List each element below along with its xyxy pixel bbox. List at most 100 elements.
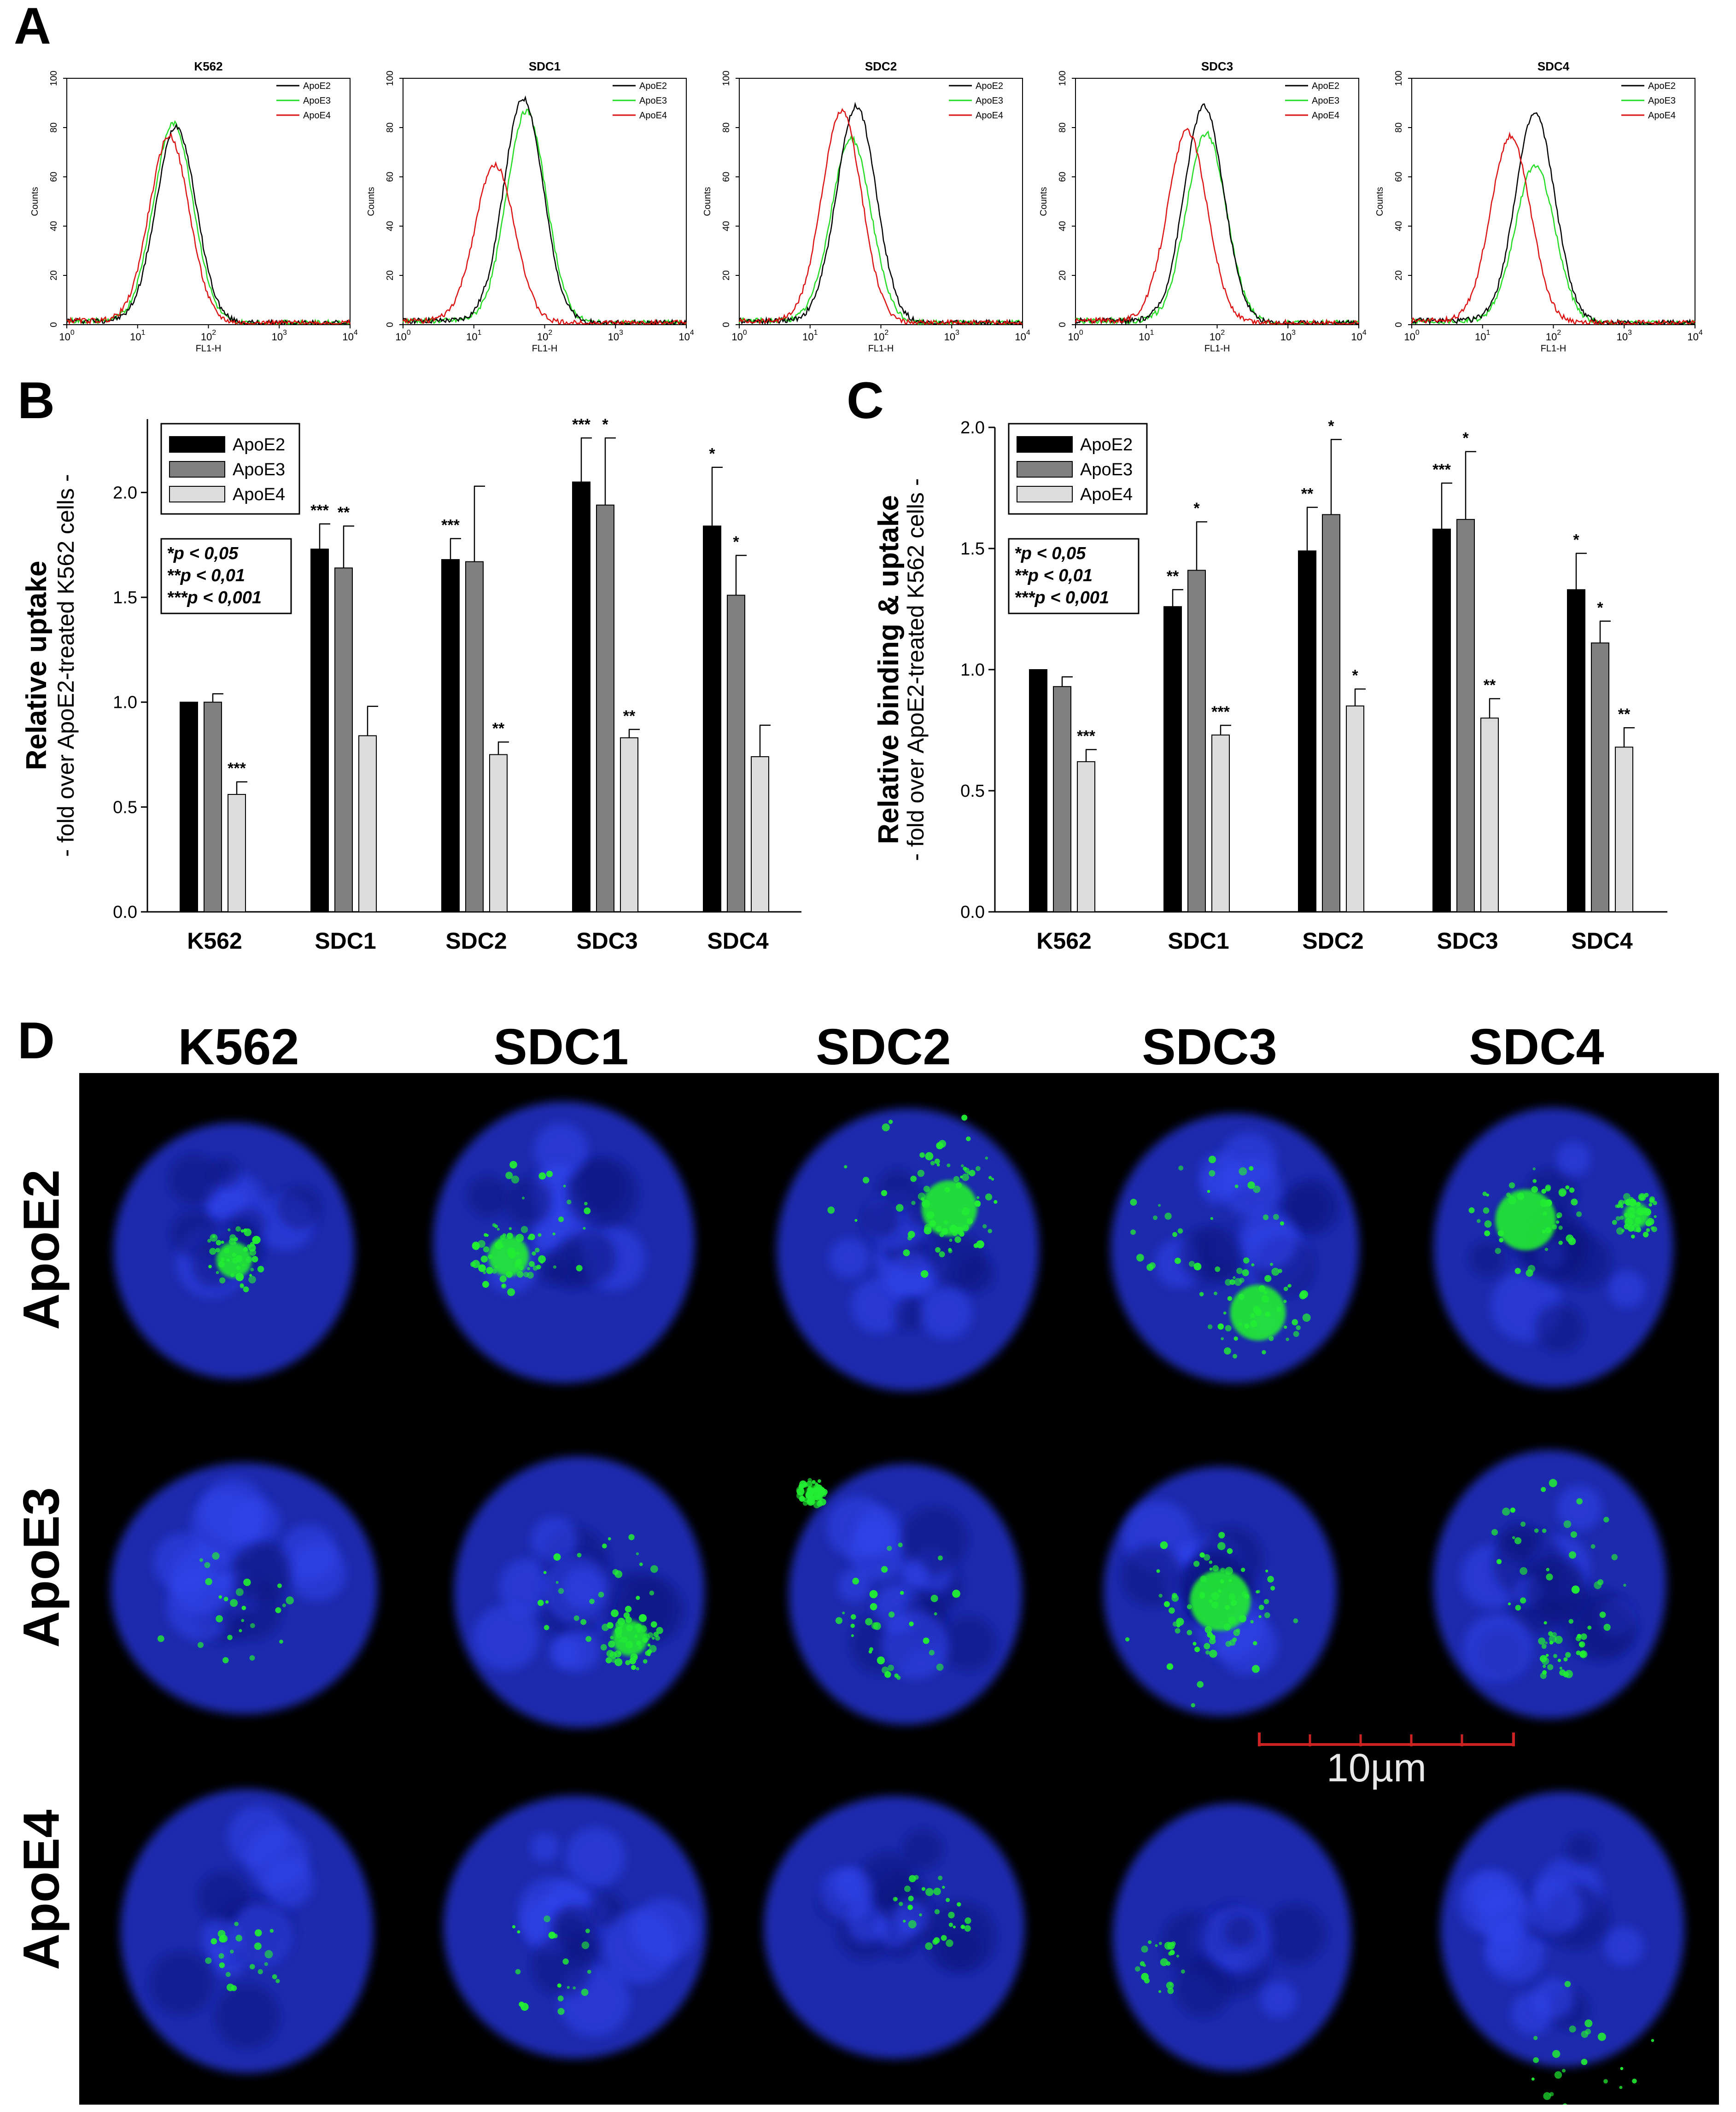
- apoe-label-dot: [1624, 1224, 1630, 1230]
- apoe-label-dot: [638, 1614, 647, 1622]
- apoe-label-dot: [1565, 1185, 1570, 1190]
- apoe-label-dot: [1178, 1165, 1184, 1171]
- nucleus-texture: [215, 1984, 280, 2049]
- significance-marker: *: [602, 416, 608, 433]
- apoe-label-dot: [904, 1885, 911, 1892]
- significance-legend-item: ***p < 0,001: [167, 588, 262, 607]
- apoe-label-dot: [1543, 1211, 1547, 1216]
- y-tick-label: 40: [385, 221, 395, 231]
- y-tick-label: 0.0: [113, 903, 137, 922]
- apoe-label-dot: [512, 1925, 516, 1929]
- apoe-label-dot: [494, 1224, 498, 1228]
- apoe-label-dot: [585, 1928, 590, 1933]
- apoe-label-dot: [222, 1657, 229, 1663]
- apoe-label-dot: [1483, 1207, 1490, 1214]
- apoe-label-dot: [850, 1614, 856, 1620]
- apoe-label-dot: [552, 1232, 555, 1236]
- apoe-label-dot: [1164, 1213, 1172, 1220]
- apoe-label-dot: [509, 1161, 517, 1169]
- apoe-label-dot: [1515, 1604, 1521, 1611]
- apoe-label-dot: [227, 1634, 233, 1640]
- apoe-label-dot: [1250, 1313, 1256, 1319]
- apoe-label-dot: [903, 1919, 906, 1923]
- apoe-label-dot: [602, 1623, 609, 1631]
- nucleus-texture: [1175, 1960, 1232, 2018]
- apoe-label-dot: [1531, 2077, 1535, 2081]
- cell-sdc3-apoe4: [1112, 1803, 1352, 2071]
- apoe-label-dot: [1264, 1275, 1272, 1282]
- apoe-label-dot: [1581, 2059, 1588, 2065]
- legend-label: ApoE3: [233, 460, 285, 479]
- y-tick-label: 80: [49, 123, 59, 133]
- apoe-label-dot: [197, 1642, 204, 1648]
- legend-label: ApoE2: [303, 81, 331, 91]
- apoe-label-dot: [907, 1904, 913, 1910]
- apoe-label-dot: [943, 1219, 948, 1225]
- apoe-label-dot: [1558, 1240, 1563, 1245]
- bar-apoe3: [465, 561, 484, 913]
- cell-sdc4-apoe2: [1433, 1108, 1673, 1388]
- histogram-sdc3: SDC3 0 20 40 60 80 100 100 101 102 103 104 FL1-H Coun…: [1039, 59, 1367, 354]
- apoe-label-dot: [614, 1627, 623, 1635]
- apoe-label-dot: [964, 1167, 970, 1173]
- apoe-label-dot: [934, 1612, 937, 1616]
- apoe-label-dot: [817, 1487, 825, 1495]
- apoe-label-dot: [1549, 1479, 1557, 1488]
- apoe-label-dot: [1533, 2057, 1539, 2063]
- significance-legend-item: ***p < 0,001: [1014, 588, 1109, 607]
- apoe-label-dot: [1565, 1652, 1571, 1658]
- apoe-label-dot: [544, 1915, 551, 1922]
- y-tick-label: 20: [49, 270, 59, 280]
- apoe-label-dot: [1557, 1658, 1561, 1663]
- apoe-label-dot: [925, 1152, 934, 1161]
- micrograph-column-sdc2: SDC2: [816, 1019, 951, 1075]
- apoe-label-dot: [926, 1211, 935, 1219]
- histogram-sdc2: SDC2 0 20 40 60 80 100 100 101 102 103 104 FL1-H Coun…: [702, 59, 1030, 354]
- significance-marker: *: [1573, 531, 1579, 549]
- legend-label: ApoE2: [1648, 81, 1676, 91]
- apoe-label-dot: [1267, 1575, 1274, 1583]
- legend-swatch: [169, 461, 225, 478]
- x-axis-label: FL1-H: [1204, 344, 1230, 354]
- apoe-label-dot: [483, 1271, 486, 1274]
- apoe-label-dot: [1603, 2079, 1608, 2084]
- scale-bar-label: 10µm: [1327, 1746, 1426, 1790]
- apoe-label-dot: [1296, 1325, 1301, 1330]
- apoe-label-dot: [1612, 1219, 1617, 1225]
- apoe-label-dot: [1227, 1548, 1233, 1554]
- apoe-label-dot: [1225, 1325, 1232, 1332]
- apoe-label-dot: [1169, 1983, 1172, 1986]
- y-tick-label: 0.5: [960, 782, 985, 801]
- legend-label: ApoE4: [303, 111, 331, 121]
- scale-bar: [1258, 1733, 1515, 1746]
- apoe-label-dot: [1247, 1181, 1255, 1189]
- apoe-label-dot: [1175, 1628, 1181, 1634]
- histogram-curve-apoe4: [403, 161, 687, 326]
- apoe-label-dot: [488, 1254, 493, 1260]
- apoe-label-dot: [1258, 1285, 1266, 1292]
- apoe-label-dot: [1506, 1192, 1511, 1197]
- apoe-label-dot: [1233, 1276, 1236, 1279]
- apoe-label-dot: [1225, 1641, 1232, 1647]
- significance-legend-box: [160, 538, 292, 614]
- apoe-label-dot: [235, 1935, 242, 1942]
- apoe-label-dot: [1512, 1536, 1515, 1539]
- bar-apoe4: [1615, 747, 1633, 912]
- apoe-label-dot: [1476, 1219, 1481, 1223]
- nucleus-texture: [862, 1201, 899, 1238]
- apoe-label-dot: [1546, 1568, 1550, 1571]
- apoe-label-dot: [643, 1659, 648, 1664]
- apoe-label-dot: [558, 1588, 564, 1594]
- apoe-label-dot: [960, 1925, 965, 1929]
- nucleus-texture: [562, 1569, 603, 1609]
- apoe-label-dot: [522, 1196, 525, 1200]
- category-label: K562: [1036, 928, 1092, 954]
- apoe-label-dot: [272, 1974, 277, 1979]
- apoe-label-dot: [1243, 1257, 1250, 1264]
- apoe-label-dot: [1209, 1637, 1216, 1645]
- x-tick-label: 103: [1617, 329, 1632, 343]
- apoe-label-dot: [218, 1595, 222, 1599]
- apoe-label-dot: [1576, 1211, 1582, 1217]
- y-tick-label: 0: [49, 322, 59, 327]
- apoe-label-dot: [894, 1673, 899, 1678]
